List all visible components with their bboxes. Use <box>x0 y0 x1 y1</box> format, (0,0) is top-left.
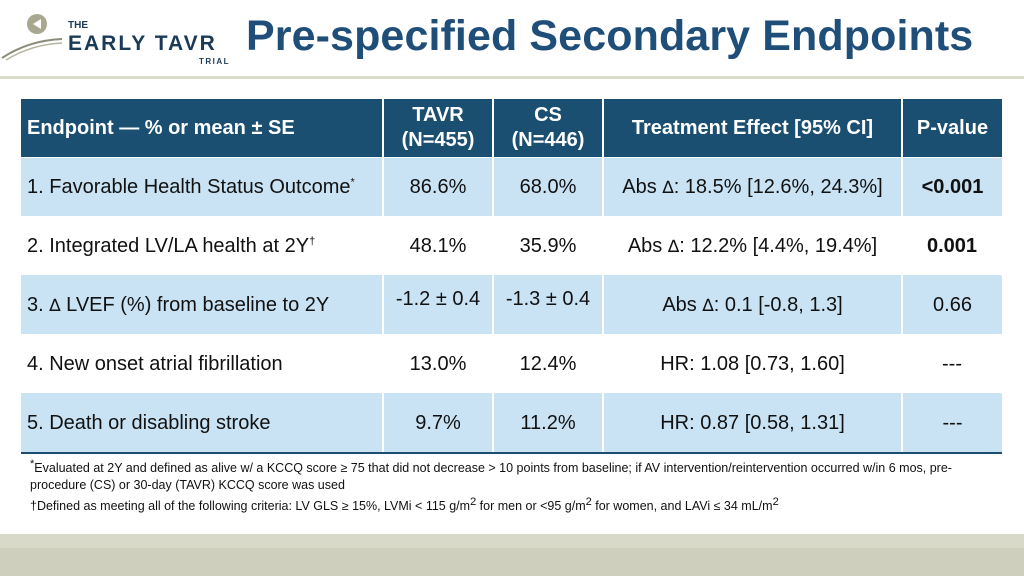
delta-symbol: ∆ <box>662 177 674 198</box>
footnote-2-text-c: for women, and LAVi ≤ 34 mL/m <box>591 499 773 514</box>
p-value: <0.001 <box>902 157 1002 217</box>
cs-value: 12.4% <box>493 334 604 394</box>
cs-value-text: -1.3 ± 0.4 <box>505 287 591 310</box>
treatment-effect: Abs ∆: 0.1 [-0.8, 1.3] <box>603 275 903 335</box>
endpoint-prefix: 3. <box>27 293 50 316</box>
superscript: 2 <box>585 496 592 509</box>
table-header-row: Endpoint — % or mean ± SE TAVR (N=455) C… <box>21 99 1002 158</box>
column-header-tavr-name: TAVR <box>412 104 464 126</box>
superscript: 2 <box>470 496 477 509</box>
cs-value: -1.3 ± 0.4 <box>493 275 604 335</box>
logo-the-text: THE <box>68 20 88 31</box>
footnote-2-text-b: for men or <95 g/m <box>476 499 586 514</box>
table-row: 2. Integrated LV/LA health at 2Y† 48.1% … <box>21 216 1003 276</box>
endpoint-label: 2. Integrated LV/LA health at 2Y <box>27 234 310 257</box>
column-header-cs-name: CS <box>534 104 562 126</box>
secondary-endpoints-table: Endpoint — % or mean ± SE TAVR (N=455) C… <box>21 99 1003 454</box>
cs-value: 68.0% <box>493 157 604 217</box>
column-header-cs-n: (N=446) <box>511 129 585 151</box>
table-row: 5. Death or disabling stroke 9.7% 11.2% … <box>21 393 1002 454</box>
treatment-effect: Abs ∆: 18.5% [12.6%, 24.3%] <box>603 157 903 217</box>
footnotes: *Evaluated at 2Y and defined as alive w/… <box>30 456 990 515</box>
effect-value: : 0.1 [-0.8, 1.3] <box>713 293 843 316</box>
cs-value: 11.2% <box>493 393 604 454</box>
delta-symbol: ∆ <box>49 295 61 316</box>
column-header-cs: CS (N=446) <box>493 99 604 158</box>
treatment-effect: Abs ∆: 12.2% [4.4%, 19.4%] <box>603 216 903 276</box>
endpoint-cell: 1. Favorable Health Status Outcome* <box>21 157 384 217</box>
column-header-endpoint: Endpoint — % or mean ± SE <box>21 99 384 158</box>
table-row: 3. ∆ LVEF (%) from baseline to 2Y -1.2 ±… <box>21 275 1002 335</box>
tavr-value: 13.0% <box>383 334 494 394</box>
footnote-mark: † <box>309 234 316 247</box>
column-header-treatment-effect: Treatment Effect [95% CI] <box>603 99 903 158</box>
header-divider <box>0 76 1024 79</box>
endpoint-label: 1. Favorable Health Status Outcome <box>27 175 351 198</box>
effect-prefix: Abs <box>662 293 703 316</box>
delta-symbol: ∆ <box>667 236 680 257</box>
footer-band-inner <box>0 548 1024 576</box>
p-value: --- <box>902 334 1003 394</box>
endpoint-label: 4. New onset atrial fibrillation <box>21 334 384 394</box>
footnote-1-text: Evaluated at 2Y and defined as alive w/ … <box>30 461 952 493</box>
endpoint-label: 5. Death or disabling stroke <box>21 393 384 454</box>
p-value: 0.001 <box>902 216 1003 276</box>
p-value: --- <box>902 393 1002 454</box>
column-header-tavr: TAVR (N=455) <box>383 99 494 158</box>
endpoint-label: LVEF (%) from baseline to 2Y <box>60 293 330 316</box>
slide-header: THE EARLY TAVR TRIAL Pre-specified Secon… <box>0 0 1024 76</box>
footnote-2-mark: † <box>30 499 37 514</box>
tavr-value: 86.6% <box>383 157 494 217</box>
footnote-1: *Evaluated at 2Y and defined as alive w/… <box>30 456 990 494</box>
delta-symbol: ∆ <box>702 295 714 316</box>
effect-prefix: Abs <box>627 234 668 257</box>
column-header-tavr-n: (N=455) <box>401 129 475 151</box>
treatment-effect: HR: 0.87 [0.58, 1.31] <box>603 393 903 454</box>
effect-value: : 18.5% [12.6%, 24.3%] <box>673 175 883 198</box>
treatment-effect: HR: 1.08 [0.73, 1.60] <box>603 334 903 394</box>
tavr-value: 48.1% <box>383 216 494 276</box>
page-title: Pre-specified Secondary Endpoints <box>246 12 974 60</box>
footnote-mark: * <box>350 175 355 188</box>
early-tavr-trial-logo: THE EARLY TAVR TRIAL <box>1 14 230 66</box>
tavr-value-text: -1.2 ± 0.4 <box>395 287 481 310</box>
tavr-value: 9.7% <box>383 393 494 454</box>
endpoint-cell: 2. Integrated LV/LA health at 2Y† <box>21 216 384 276</box>
footnote-1-mark: * <box>30 458 35 470</box>
superscript: 2 <box>772 496 779 509</box>
footnote-2: †Defined as meeting all of the following… <box>30 494 990 515</box>
p-value: 0.66 <box>902 275 1002 335</box>
cs-value: 35.9% <box>493 216 604 276</box>
tavr-value: -1.2 ± 0.4 <box>383 275 494 335</box>
effect-value: : 12.2% [4.4%, 19.4%] <box>679 234 878 257</box>
table-row: 4. New onset atrial fibrillation 13.0% 1… <box>21 334 1003 394</box>
logo-early-tavr-text: EARLY TAVR <box>68 32 217 55</box>
endpoint-cell: 3. ∆ LVEF (%) from baseline to 2Y <box>21 275 384 335</box>
effect-prefix: Abs <box>622 175 663 198</box>
logo-trial-text: TRIAL <box>199 57 230 66</box>
table-row: 1. Favorable Health Status Outcome* 86.6… <box>21 157 1002 217</box>
footnote-2-text-a: Defined as meeting all of the following … <box>36 499 471 514</box>
column-header-p-value: P-value <box>902 99 1002 158</box>
